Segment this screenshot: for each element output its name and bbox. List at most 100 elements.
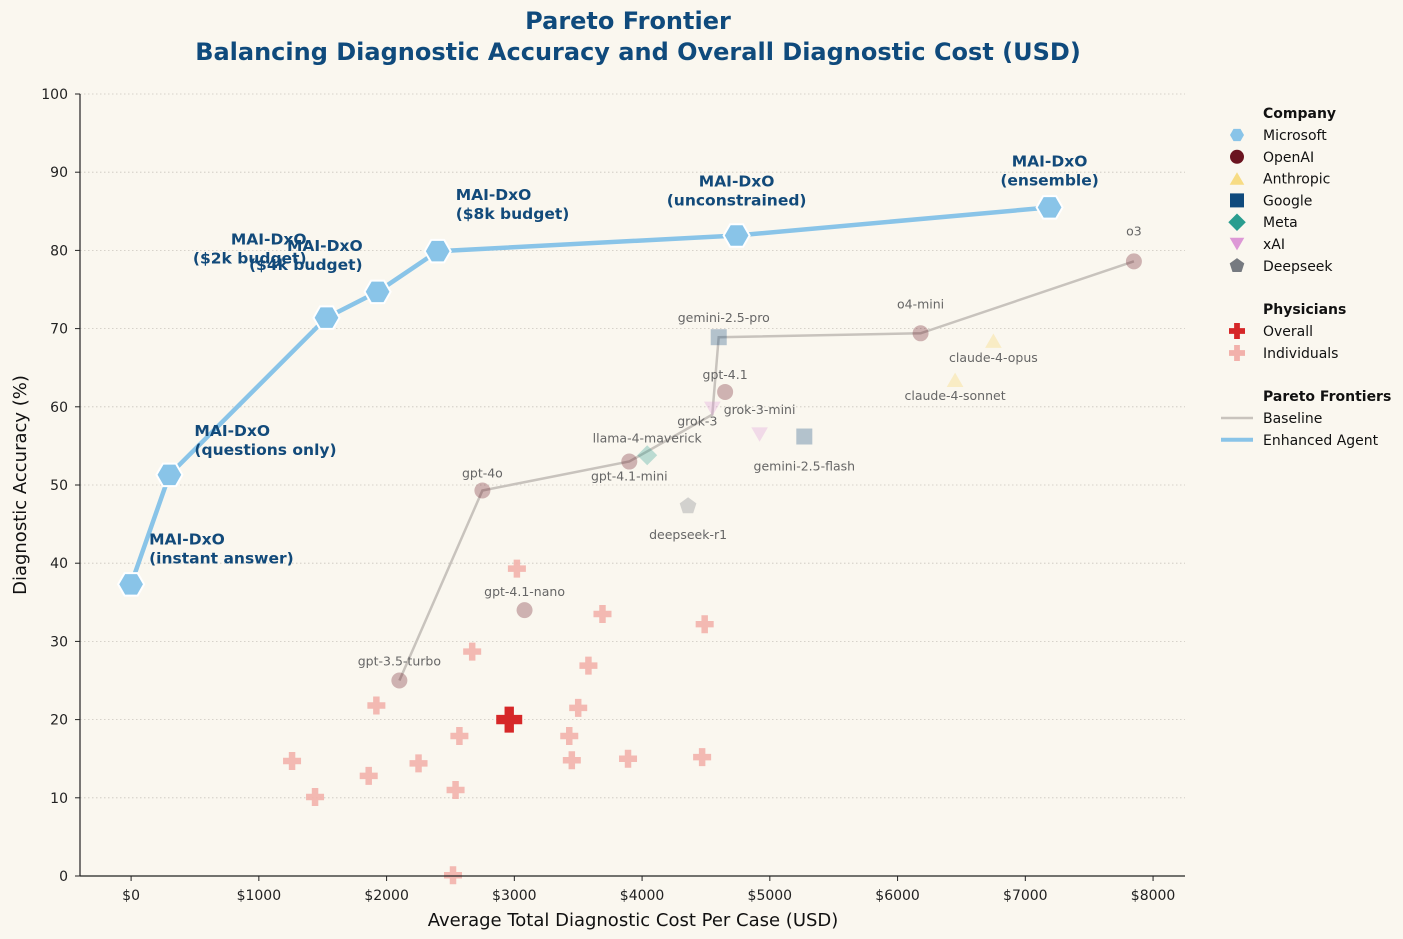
y-tick-label: 60 xyxy=(50,400,68,416)
gridlines xyxy=(80,93,1185,877)
legend-heading: Physicians xyxy=(1263,302,1346,318)
model-label: grok-3-mini xyxy=(724,402,796,417)
physician-individual-marker xyxy=(409,754,428,773)
y-tick-label: 30 xyxy=(50,634,68,650)
physician-individual-marker xyxy=(569,698,588,717)
model-label: o3 xyxy=(1126,223,1142,238)
chart-subtitle: Balancing Diagnostic Accuracy and Overal… xyxy=(195,38,1081,66)
legend-overall-icon xyxy=(1229,323,1245,339)
legend-item-label: Deepseek xyxy=(1263,259,1333,275)
mai-dxo-marker xyxy=(155,462,184,488)
legend-heading: Pareto Frontiers xyxy=(1263,389,1391,405)
meta-model-marker xyxy=(637,445,658,466)
baseline-frontier-line xyxy=(398,260,1135,682)
physician-individual-marker xyxy=(693,748,712,767)
physician-individual-marker xyxy=(367,696,386,715)
y-tick-label: 100 xyxy=(41,87,68,103)
model-label: gpt-3.5-turbo xyxy=(358,654,441,669)
mai-dxo-marker xyxy=(423,238,452,264)
x-tick-label: $0 xyxy=(122,888,140,904)
mai-dxo-marker xyxy=(363,279,392,305)
legend-individuals-icon xyxy=(1229,345,1245,361)
openai-model-marker xyxy=(1125,253,1142,270)
mai-dxo-label: MAI-DxO (questions only) xyxy=(194,422,336,459)
legend-item-label: Baseline xyxy=(1263,411,1322,427)
mai-dxo-label: MAI-DxO ($2k budget) xyxy=(193,231,307,268)
x-tick-label: $4000 xyxy=(620,888,665,904)
x-tick-label: $2000 xyxy=(364,888,409,904)
x-tick-label: $3000 xyxy=(492,888,537,904)
openai-model-marker xyxy=(516,602,533,619)
openai-model-marker xyxy=(717,383,734,400)
physician-individual-marker xyxy=(306,788,325,807)
legend-item-label: Individuals xyxy=(1263,346,1338,362)
anthropic-model-marker xyxy=(985,333,1002,348)
point-labels: deepseek-r1 llama-4-maverick grok-3 grok-3-… xyxy=(149,152,1142,668)
mai-dxo-marker xyxy=(116,572,146,597)
legend-item-label: Microsoft xyxy=(1263,128,1327,144)
model-label: gpt-4.1 xyxy=(703,367,748,382)
legend-meta-icon xyxy=(1228,213,1246,231)
openai-model-marker xyxy=(621,453,638,470)
anthropic-model-marker xyxy=(946,372,964,387)
xai-model-marker xyxy=(751,427,768,442)
legend-deepseek-icon xyxy=(1229,258,1245,272)
x-axis-label: Average Total Diagnostic Cost Per Case (… xyxy=(428,910,839,931)
google-model-marker xyxy=(710,329,727,346)
physician-individual-marker xyxy=(560,727,579,746)
mai-dxo-label: MAI-DxO ($8k budget) xyxy=(456,186,570,223)
mai-dxo-label: MAI-DxO ($4k budget) xyxy=(249,237,363,274)
physician-individual-marker xyxy=(359,766,378,785)
axes: 0 10 20 30 40 50 60 70 80 90 100 $0 $1000 $2000 $3000 $… xyxy=(41,87,1185,904)
model-label: gpt-4.1-mini xyxy=(591,469,668,484)
x-tick-label: $1000 xyxy=(237,888,282,904)
legend: Company Microsoft OpenAI Anthropic Google Met… xyxy=(1221,106,1391,449)
legend-xai-icon xyxy=(1229,237,1245,251)
legend-item-label: xAI xyxy=(1263,237,1285,253)
mai-dxo-marker xyxy=(312,305,341,330)
physician-overall-marker xyxy=(496,706,523,733)
model-label: grok-3 xyxy=(677,413,717,428)
x-tick-label: $6000 xyxy=(875,888,920,904)
chart-title: Pareto Frontier xyxy=(525,7,731,35)
mai-dxo-marker xyxy=(722,223,751,248)
physician-individual-marker xyxy=(463,642,482,661)
openai-model-marker xyxy=(912,325,929,342)
x-tick-label: $5000 xyxy=(748,888,793,904)
physician-individual-marker xyxy=(579,656,598,675)
legend-anthropic-icon xyxy=(1229,172,1245,185)
model-label: claude-4-opus xyxy=(949,350,1038,365)
physician-individual-marker xyxy=(593,605,612,624)
physician-individual-marker xyxy=(562,751,581,770)
legend-heading: Company xyxy=(1263,106,1336,122)
legend-item-label: OpenAI xyxy=(1263,150,1314,166)
physician-individual-marker xyxy=(695,615,714,634)
data-points xyxy=(116,195,1142,885)
mai-dxo-label: MAI-DxO (unconstrained) xyxy=(667,173,807,210)
deepseek-model-marker xyxy=(679,497,697,514)
legend-item-label: Anthropic xyxy=(1263,172,1330,188)
legend-item-label: Google xyxy=(1263,193,1312,209)
google-model-marker xyxy=(796,428,813,445)
y-tick-label: 80 xyxy=(50,243,68,259)
model-label: gemini-2.5-flash xyxy=(754,459,856,474)
legend-microsoft-icon xyxy=(1230,128,1244,142)
model-label: o4-mini xyxy=(897,296,944,311)
model-label: gpt-4o xyxy=(462,465,503,480)
y-tick-label: 40 xyxy=(50,556,68,572)
y-tick-label: 20 xyxy=(50,713,68,729)
xai-model-marker xyxy=(704,401,721,416)
legend-item-label: Overall xyxy=(1263,324,1313,340)
legend-item-label: Meta xyxy=(1263,215,1298,231)
y-tick-label: 0 xyxy=(59,869,68,885)
y-axis-label: Diagnostic Accuracy (%) xyxy=(10,375,31,595)
legend-google-icon xyxy=(1230,193,1244,208)
y-tick-label: 10 xyxy=(50,791,68,807)
physician-individual-marker xyxy=(450,727,469,746)
openai-model-marker xyxy=(474,482,491,499)
y-tick-label: 50 xyxy=(50,478,68,494)
mai-dxo-label: MAI-DxO (ensemble) xyxy=(1000,152,1099,189)
legend-openai-icon xyxy=(1230,149,1244,164)
physician-individual-marker xyxy=(444,866,463,885)
